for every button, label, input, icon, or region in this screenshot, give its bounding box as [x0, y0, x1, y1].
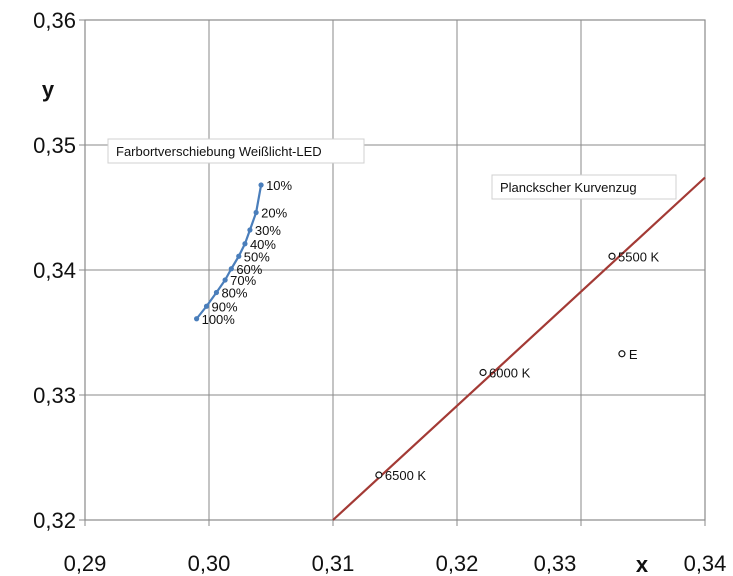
x-tick-label: 0,34	[684, 551, 727, 576]
x-tick-label: 0,29	[64, 551, 107, 576]
led-point	[236, 253, 242, 259]
x-tick-label: 0,33	[534, 551, 577, 576]
planck-curve-line	[332, 176, 706, 521]
x-tick-label: 0,32	[436, 551, 479, 576]
y-tick-label: 0,34	[33, 258, 76, 283]
e-point	[618, 350, 626, 358]
planck-point	[608, 252, 616, 260]
led-point-label: 10%	[266, 178, 292, 193]
series-layer: 10% 20% 30%40%50%60%70%80%90%100% 6500 K 600…	[194, 176, 706, 521]
led-annotation-box: Farbortverschiebung Weißlicht-LED	[107, 138, 365, 164]
x-axis-label: x	[636, 552, 649, 576]
led-point-label: 80%	[221, 286, 247, 301]
led-annotation-label: Farbortverschiebung Weißlicht-LED	[116, 144, 322, 159]
tick-labels: 0,29 0,30 0,31 0,32 0,33 0,34 0,32 0,33 0,34 0,35…	[33, 8, 726, 576]
planck-point-label: 6000 K	[489, 366, 531, 381]
y-tick-label: 0,35	[33, 133, 76, 158]
led-point-label: 60%	[236, 262, 262, 277]
plot-frame	[84, 19, 706, 521]
led-point	[242, 241, 248, 247]
led-point-label: 20%	[261, 206, 287, 221]
y-tick-label: 0,32	[33, 508, 76, 533]
planck-point	[375, 471, 383, 479]
led-point	[253, 209, 259, 216]
led-point-label: 70%	[230, 273, 256, 288]
e-point-label: E	[629, 347, 638, 362]
led-point-label: 50%	[244, 249, 270, 264]
led-point	[258, 182, 264, 188]
y-tick-label: 0,36	[33, 8, 76, 33]
led-point	[228, 266, 234, 272]
led-point-label: 90%	[212, 299, 238, 314]
led-point	[203, 303, 210, 309]
planck-annotation-label: Planckscher Kurvenzug	[500, 180, 637, 195]
planck-point-label: 6500 K	[385, 468, 427, 483]
led-curve-line	[195, 184, 263, 320]
planck-annotation-box: Planckscher Kurvenzug	[491, 174, 677, 200]
planck-point-label: 5500 K	[618, 249, 660, 264]
led-point	[194, 316, 200, 322]
led-point-label: 100%	[202, 312, 236, 327]
led-point-label: 30%	[255, 223, 281, 238]
led-point-label: 40%	[250, 237, 276, 252]
x-tick-label: 0,30	[188, 551, 231, 576]
planck-point	[479, 368, 487, 377]
y-tick-label: 0,33	[33, 383, 76, 408]
y-axis-label: y	[42, 77, 55, 102]
x-tick-label: 0,31	[312, 551, 355, 576]
led-point	[222, 277, 228, 283]
led-point	[247, 227, 253, 233]
chart-grid	[79, 19, 706, 526]
led-point	[213, 289, 220, 296]
